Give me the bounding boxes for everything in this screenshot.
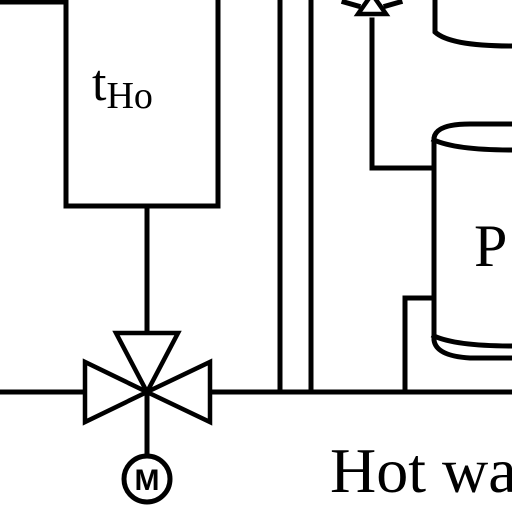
three-way-valve	[82, 330, 213, 426]
pressure-vessel-top-seam	[430, 136, 512, 153]
pressure-vessel-bottom-seam	[430, 332, 512, 349]
upper-tank	[432, 0, 512, 49]
controller-box	[63, 0, 221, 209]
controller-label: tHo	[92, 55, 153, 117]
valve-port-left	[82, 358, 153, 426]
valve-port-right	[141, 358, 213, 426]
motor-label: M	[135, 464, 160, 497]
hot-water-caption: Hot wa	[330, 435, 512, 506]
tank-label: P	[474, 213, 507, 279]
pressure-vessel	[431, 121, 512, 361]
motor-circle	[121, 453, 173, 505]
vent-valve-icon	[340, 0, 404, 17]
controller-label-sub: Ho	[106, 75, 152, 117]
vessel-connection-pipe	[402, 295, 437, 395]
valve-port-top	[112, 330, 182, 397]
controller-label-main: t	[92, 55, 107, 112]
vent-branch	[369, 17, 433, 171]
